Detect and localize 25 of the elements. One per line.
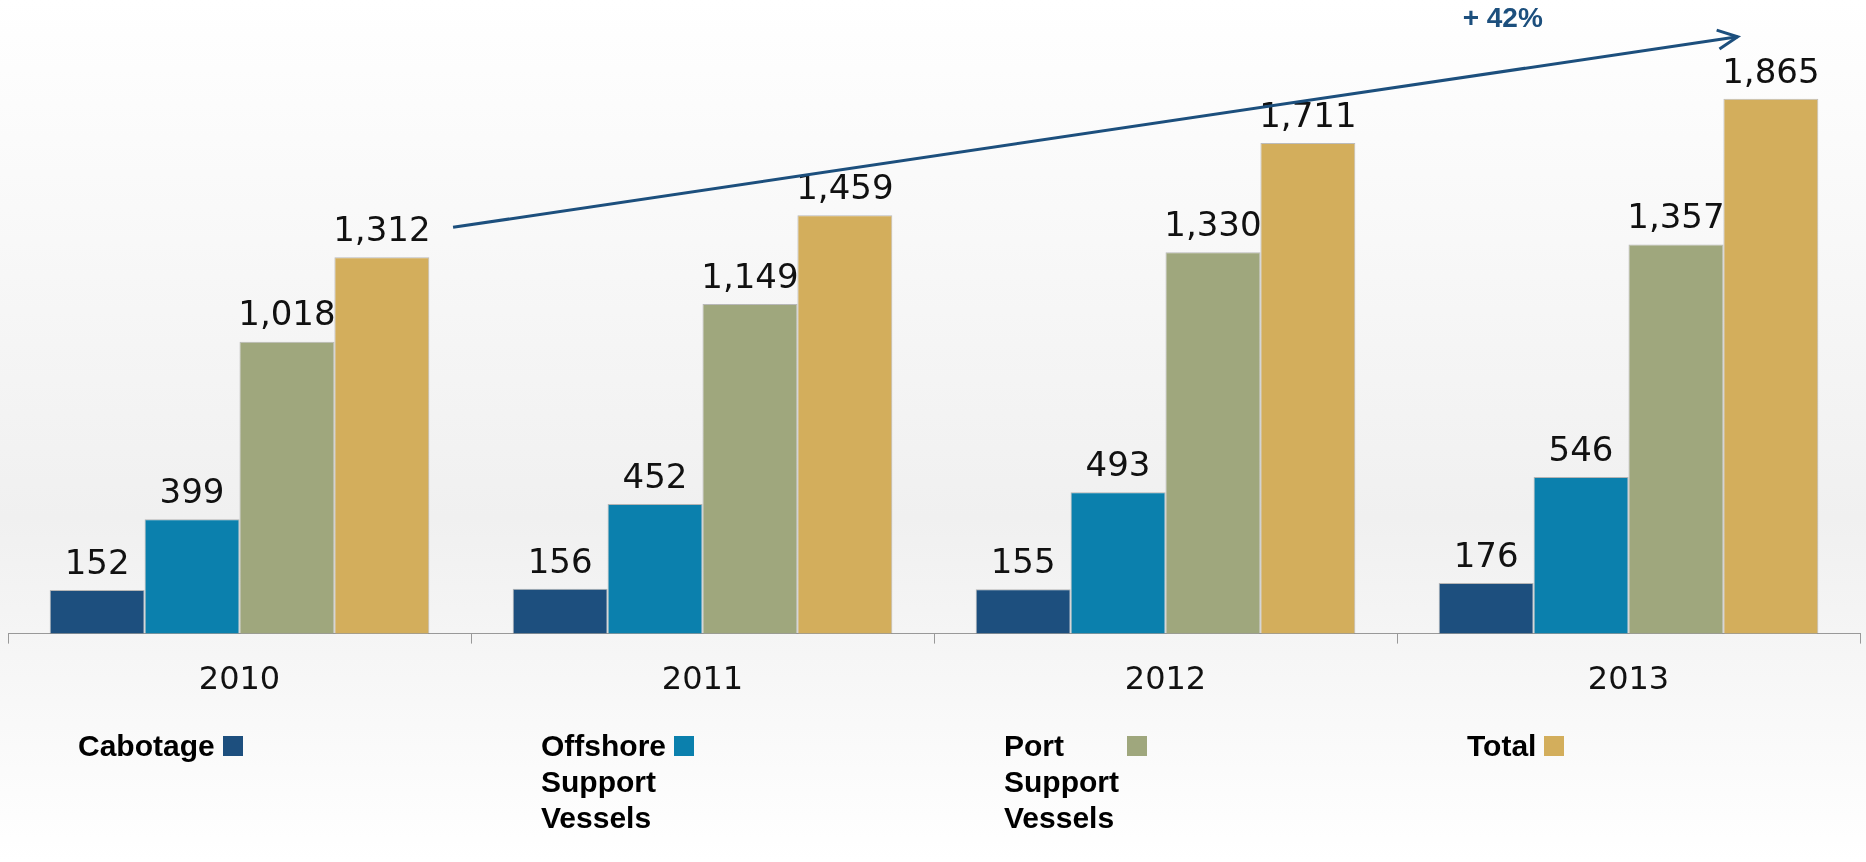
- legend-label: Offshore Support Vessels: [541, 728, 667, 836]
- data-label: 176: [1453, 534, 1519, 575]
- data-label: 1,357: [1627, 196, 1725, 237]
- data-label: 156: [527, 540, 593, 581]
- x-tick-label: 2012: [1124, 659, 1207, 698]
- data-label: 493: [1085, 444, 1151, 485]
- legend-label: Port Support Vessels: [1004, 728, 1119, 836]
- data-label: 1,312: [333, 209, 431, 250]
- x-tick-label: 2011: [661, 659, 744, 698]
- data-label: 546: [1548, 428, 1614, 469]
- data-label: 1,149: [701, 255, 799, 296]
- data-label: 1,459: [796, 166, 894, 207]
- legend-label: Total: [1467, 728, 1537, 764]
- text: + 42%: [1462, 2, 1543, 34]
- data-label: 1,865: [1722, 50, 1820, 91]
- data-label: 155: [990, 540, 1056, 581]
- legend-label: Cabotage: [78, 728, 215, 764]
- data-label: 399: [159, 470, 225, 511]
- data-label: 1,330: [1164, 203, 1262, 244]
- x-tick-label: 2010: [198, 659, 281, 698]
- x-tick-label: 2013: [1587, 659, 1670, 698]
- data-label: 452: [622, 455, 688, 496]
- data-label: 152: [64, 541, 130, 582]
- data-label: 1,018: [238, 293, 336, 334]
- data-label: 1,711: [1259, 94, 1357, 135]
